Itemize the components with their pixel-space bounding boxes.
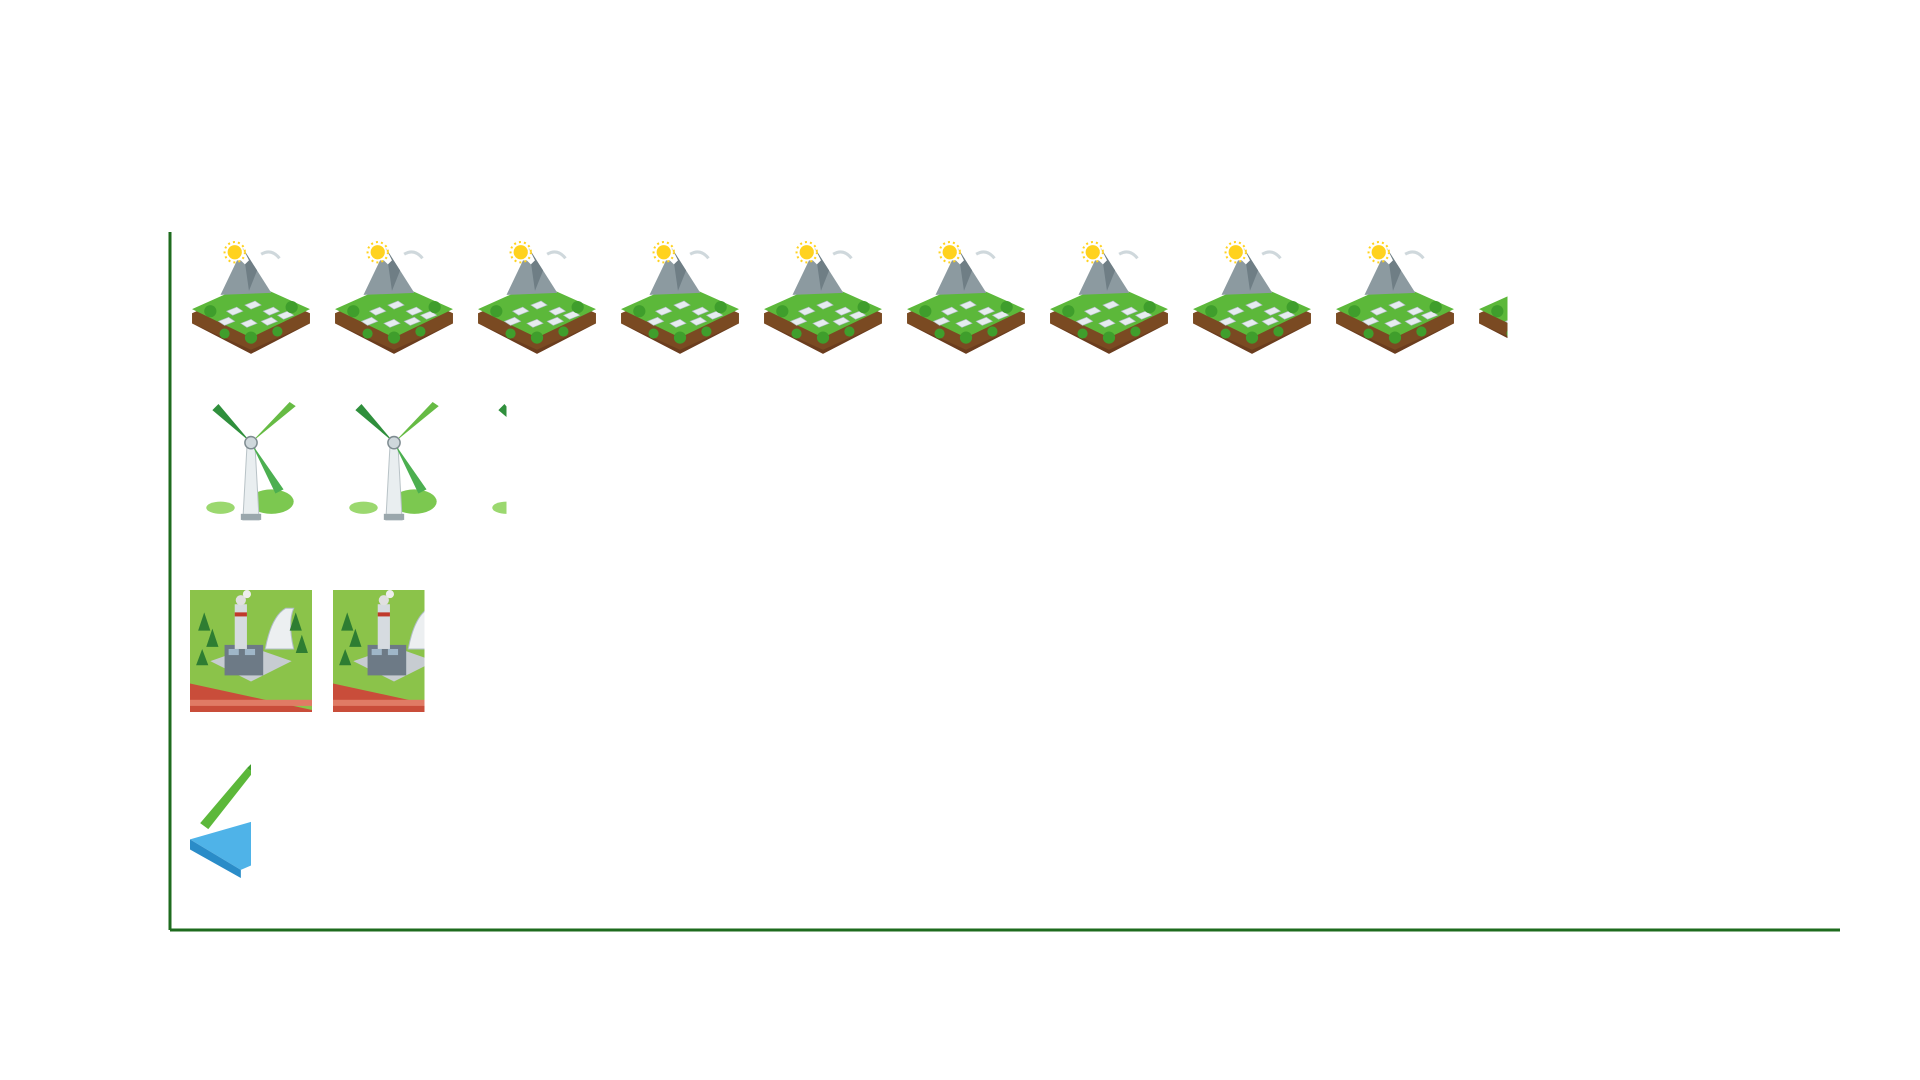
solar-farm-icon (762, 240, 884, 356)
wind-turbine-icon (205, 402, 297, 521)
hydro-dam-icon (190, 759, 251, 879)
solar-farm-icon (476, 240, 598, 356)
wind-turbine-icon (348, 402, 440, 521)
solar-farm-icon (905, 240, 1027, 356)
pictograph-rows (190, 240, 1508, 879)
power-plant-icon (190, 590, 312, 712)
solar-farm-icon (619, 240, 741, 356)
pictograph-row-0 (190, 240, 1508, 356)
solar-farm-icon (190, 240, 312, 356)
power-plant-icon (333, 590, 425, 712)
wind-turbine-icon (491, 402, 507, 521)
solar-farm-icon (1191, 240, 1313, 356)
pictograph-row-3 (190, 759, 251, 879)
pictograph-row-2 (190, 590, 425, 712)
solar-farm-icon (1477, 240, 1508, 356)
solar-farm-icon (1048, 240, 1170, 356)
pictograph-row-1 (205, 402, 507, 521)
solar-farm-icon (333, 240, 455, 356)
solar-farm-icon (1334, 240, 1456, 356)
